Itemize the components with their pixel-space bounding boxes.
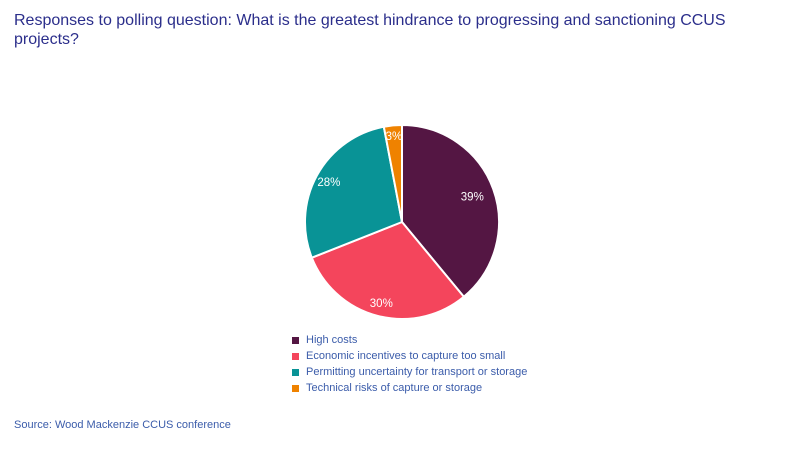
pie-slice-1 [401,124,500,298]
legend-swatch [292,336,299,344]
pie-slice-label: 3% [386,131,403,143]
pie-slice-4 [382,124,403,223]
legend-swatch [292,384,299,392]
legend-item: Technical risks of capture or storage [292,380,527,396]
pie-slice-2 [310,221,465,320]
pie-slice-label: 30% [370,298,393,310]
pie-svg: 39% 30% 28% 3% [304,124,500,320]
source-note: Source: Wood Mackenzie CCUS conference [14,419,231,431]
pie-slice-label: 28% [317,177,340,189]
pie-chart: 39% 30% 28% 3% [292,112,512,332]
legend-label: Economic incentives to capture too small [306,350,506,362]
legend-item: Permitting uncertainty for transport or … [292,364,527,380]
page-title: Responses to polling question: What is t… [14,12,726,48]
legend-label: High costs [306,334,358,346]
legend-swatch [292,368,299,376]
legend-label: Permitting uncertainty for transport or … [306,366,528,378]
pie-slice-label: 39% [461,192,484,204]
legend-swatch [292,352,299,360]
pie-slice-3 [304,125,403,259]
legend: High costs Economic incentives to capture… [292,332,527,396]
legend-item: High costs [292,332,527,348]
legend-label: Technical risks of capture or storage [306,382,483,394]
legend-item: Economic incentives to capture too small [292,348,527,364]
